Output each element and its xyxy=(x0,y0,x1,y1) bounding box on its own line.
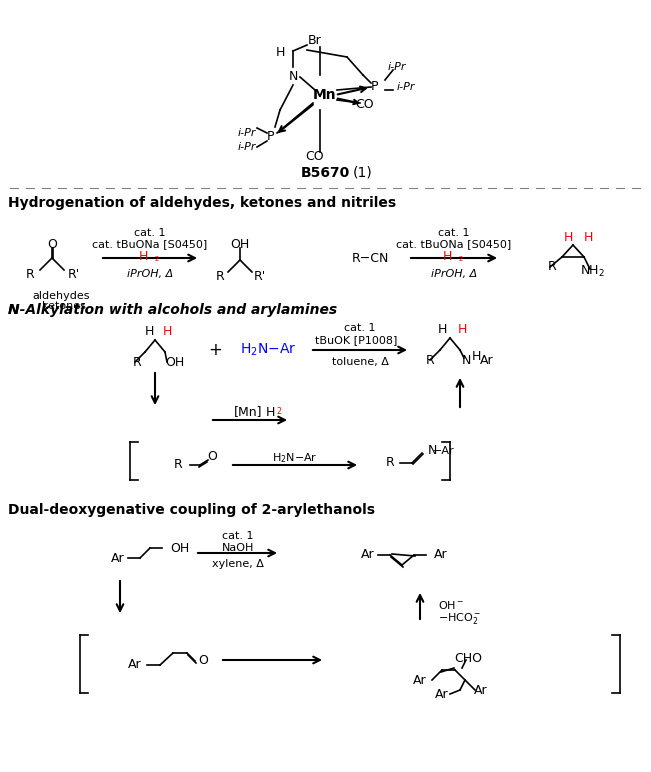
Text: P: P xyxy=(266,130,274,144)
Text: CO: CO xyxy=(355,99,374,111)
Text: OH: OH xyxy=(230,238,249,250)
Text: B5670: B5670 xyxy=(300,166,350,180)
Text: Ar: Ar xyxy=(361,548,375,561)
Text: Ar: Ar xyxy=(111,551,125,564)
Text: −HCO$_2^-$: −HCO$_2^-$ xyxy=(438,611,482,625)
Text: H: H xyxy=(438,323,447,336)
Text: R: R xyxy=(426,354,434,367)
Text: H: H xyxy=(442,250,452,263)
Text: R: R xyxy=(215,269,225,283)
Text: Ar: Ar xyxy=(474,683,488,696)
Text: H: H xyxy=(266,405,275,418)
Text: H: H xyxy=(563,231,573,244)
Text: Dual-deoxygenative coupling of 2-arylethanols: Dual-deoxygenative coupling of 2-aryleth… xyxy=(8,503,375,517)
Text: cat. 1: cat. 1 xyxy=(134,228,166,238)
Text: N: N xyxy=(8,303,20,317)
Text: N: N xyxy=(427,445,437,458)
Text: Br: Br xyxy=(308,33,322,46)
Text: toluene, Δ: toluene, Δ xyxy=(331,357,389,367)
Text: R: R xyxy=(25,268,35,280)
Text: R: R xyxy=(547,260,557,273)
Text: −Ar: −Ar xyxy=(433,446,455,456)
Text: P: P xyxy=(371,80,379,93)
Text: H: H xyxy=(138,250,148,263)
Text: N-Alkylation with alcohols and arylamines: N-Alkylation with alcohols and arylamine… xyxy=(8,303,337,317)
Text: O: O xyxy=(207,451,217,463)
Text: cat. 1: cat. 1 xyxy=(222,531,254,541)
Text: $_2$: $_2$ xyxy=(276,406,283,418)
Text: i-Pr: i-Pr xyxy=(238,142,256,152)
Text: ketones: ketones xyxy=(42,301,86,311)
Text: $_2$: $_2$ xyxy=(154,254,159,264)
Text: R': R' xyxy=(68,268,80,280)
Text: CHO: CHO xyxy=(454,652,482,665)
Text: H: H xyxy=(163,325,173,338)
Text: OH: OH xyxy=(165,355,184,368)
Text: H: H xyxy=(458,323,467,336)
Text: NaOH: NaOH xyxy=(222,543,254,553)
Text: H: H xyxy=(583,231,592,244)
Text: N: N xyxy=(462,354,471,367)
Text: R: R xyxy=(174,459,182,472)
Text: tBuOK [P1008]: tBuOK [P1008] xyxy=(315,335,397,345)
Text: cat. 1: cat. 1 xyxy=(438,228,470,238)
Text: R−CN: R−CN xyxy=(352,252,389,265)
Text: iPrOH, Δ: iPrOH, Δ xyxy=(431,269,477,279)
Text: Mn: Mn xyxy=(313,88,337,102)
Text: Ar: Ar xyxy=(434,548,448,561)
Text: $_2$: $_2$ xyxy=(458,254,464,264)
Text: i-Pr: i-Pr xyxy=(238,128,256,138)
Text: O: O xyxy=(198,655,208,668)
Text: i-Pr: i-Pr xyxy=(397,82,415,92)
Text: cat. tBuONa [S0450]: cat. tBuONa [S0450] xyxy=(396,239,512,249)
Text: Hydrogenation of aldehydes, ketones and nitriles: Hydrogenation of aldehydes, ketones and … xyxy=(8,196,396,210)
Text: H$_2$N−Ar: H$_2$N−Ar xyxy=(272,451,318,465)
Text: cat. 1: cat. 1 xyxy=(344,323,376,333)
Text: R: R xyxy=(133,355,141,368)
Text: NH$_2$: NH$_2$ xyxy=(579,263,605,279)
Text: H: H xyxy=(275,46,284,59)
Text: CO: CO xyxy=(306,151,324,164)
Text: H$_2$N−Ar: H$_2$N−Ar xyxy=(240,342,296,358)
Text: R: R xyxy=(385,456,395,469)
Text: Ar: Ar xyxy=(413,673,427,686)
Text: R': R' xyxy=(254,269,266,283)
Text: N: N xyxy=(288,70,298,83)
Text: +: + xyxy=(208,341,222,359)
Text: [Mn]: [Mn] xyxy=(234,405,262,418)
Text: cat. tBuONa [S0450]: cat. tBuONa [S0450] xyxy=(92,239,208,249)
Text: H: H xyxy=(145,325,154,338)
Text: (1): (1) xyxy=(353,166,373,180)
Text: OH$^-$: OH$^-$ xyxy=(438,599,464,611)
Text: Ar: Ar xyxy=(435,688,449,700)
Text: Ar: Ar xyxy=(128,659,142,672)
Text: Ar: Ar xyxy=(480,354,493,367)
Text: O: O xyxy=(47,239,57,252)
Text: H: H xyxy=(472,350,481,363)
Text: i-Pr: i-Pr xyxy=(388,62,406,72)
Text: xylene, Δ: xylene, Δ xyxy=(212,559,264,569)
Text: aldehydes: aldehydes xyxy=(32,291,89,301)
Text: iPrOH, Δ: iPrOH, Δ xyxy=(127,269,173,279)
Text: OH: OH xyxy=(170,541,189,554)
